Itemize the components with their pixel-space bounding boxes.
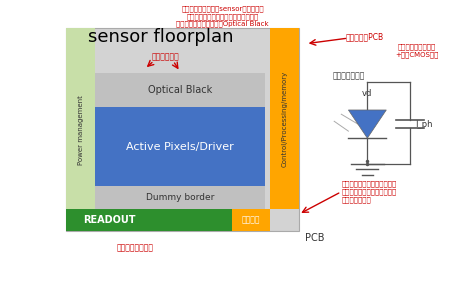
Text: 感光值转成数字值: 感光值转成数字值 <box>117 244 154 253</box>
Text: PCB: PCB <box>305 233 325 243</box>
Text: Power management: Power management <box>78 95 83 165</box>
Bar <box>95 186 265 209</box>
Text: Active Pixels/Driver: Active Pixels/Driver <box>126 142 234 152</box>
Bar <box>66 209 270 231</box>
Text: Optical Black: Optical Black <box>148 85 212 95</box>
Bar <box>232 209 270 231</box>
Text: 用一个金属完全挡住sensor的上方，遮
断住光线，是它完全不感光，这部分体
现出来的颜色就是所谓的Optical Black: 用一个金属完全挡住sensor的上方，遮 断住光线，是它完全不感光，这部分体 现… <box>176 6 269 27</box>
Text: 光源断层电平: 光源断层电平 <box>152 52 180 61</box>
Text: 不用的一些像素，但是在裁剪
的时候也不能把它裁剪下去，
所以就留在这里: 不用的一些像素，但是在裁剪 的时候也不能把它裁剪下去， 所以就留在这里 <box>341 181 397 203</box>
Text: 单个像素的模型: 单个像素的模型 <box>332 72 365 81</box>
Text: Control/Processing/memory: Control/Processing/memory <box>282 70 287 167</box>
Bar <box>66 28 299 231</box>
Text: vd: vd <box>362 89 373 98</box>
Bar <box>270 28 299 209</box>
Text: I_ph: I_ph <box>415 120 432 129</box>
Text: 一个反向偏置二级管
+一个CMOS电容: 一个反向偏置二级管 +一个CMOS电容 <box>395 44 439 58</box>
Text: Dummy border: Dummy border <box>146 193 214 202</box>
Text: sensor floorplan: sensor floorplan <box>88 28 233 46</box>
Polygon shape <box>348 110 386 138</box>
Text: 灰色部分为PCB: 灰色部分为PCB <box>346 32 384 41</box>
Bar <box>66 28 95 231</box>
Text: 模拟电路: 模拟电路 <box>242 215 261 224</box>
Bar <box>95 107 265 186</box>
Text: READOUT: READOUT <box>83 215 135 225</box>
Bar <box>95 73 265 107</box>
